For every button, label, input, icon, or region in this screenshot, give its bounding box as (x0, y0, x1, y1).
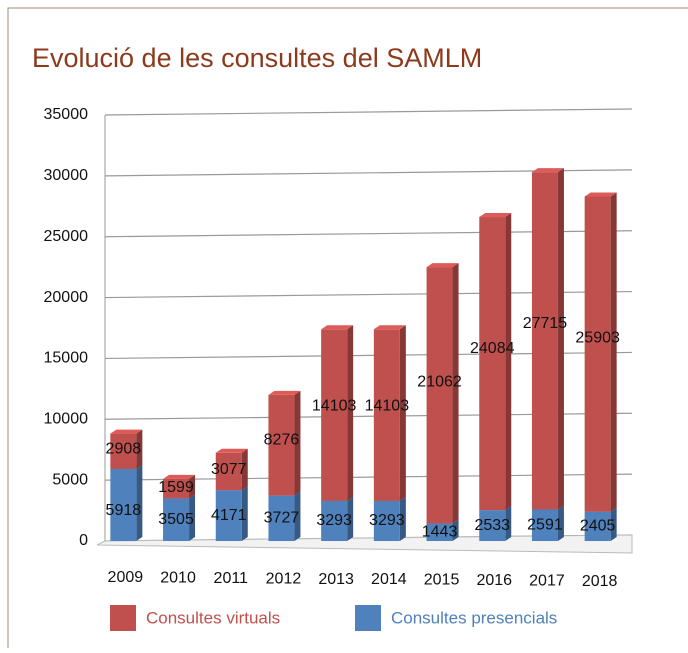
data-label: 14103 (365, 398, 410, 415)
x-tick-label: 2013 (318, 571, 354, 588)
data-label: 1599 (158, 479, 194, 496)
bar-segment (479, 510, 506, 541)
bar-side (610, 507, 617, 541)
bar-side (189, 494, 196, 541)
bar-top (426, 263, 459, 268)
bar-side (294, 390, 301, 496)
data-label: 1443 (422, 523, 458, 540)
bar-segment (163, 498, 190, 541)
bar-top (373, 325, 406, 330)
bar-segment (584, 196, 611, 512)
chart-title: Evolució de les consultes del SAMLM (32, 43, 482, 73)
bar-segment (584, 511, 611, 541)
data-label: 3727 (264, 510, 300, 527)
data-label: 14103 (312, 398, 357, 415)
bar-side (294, 491, 301, 541)
bar-segment (215, 452, 242, 491)
bar-side (399, 325, 406, 501)
y-tick-label: 35000 (44, 106, 89, 123)
bar-segment (110, 468, 137, 541)
bar-side (136, 429, 143, 469)
bar-segment (373, 329, 400, 501)
x-tick-label: 2009 (108, 569, 144, 586)
data-label: 3077 (211, 461, 247, 478)
frame (7, 7, 688, 653)
grid-line (104, 108, 633, 116)
bar-top (110, 429, 143, 434)
bar-segment (110, 433, 137, 469)
bar-segment (531, 172, 558, 510)
data-label: 4171 (211, 507, 247, 524)
bar-side (399, 496, 406, 541)
legend-label: Consultes presencials (391, 608, 557, 627)
bar-side (452, 519, 459, 541)
data-label: 24084 (470, 340, 515, 357)
bar-side (557, 505, 564, 541)
bar-side (557, 168, 564, 510)
bar-segment (215, 490, 242, 541)
data-label: 2405 (580, 518, 616, 535)
data-label: 2533 (474, 517, 510, 534)
bar-side (452, 263, 459, 524)
bar-segment (479, 217, 506, 511)
bar-segment (426, 267, 453, 524)
y-tick-label: 20000 (44, 289, 89, 306)
legend-swatch (110, 605, 136, 631)
x-tick-label: 2010 (160, 570, 196, 587)
x-tick-label: 2016 (476, 572, 512, 589)
bar-top (163, 474, 196, 479)
data-label: 3293 (369, 512, 405, 529)
bar-segment (321, 329, 348, 501)
y-tick-label: 0 (79, 532, 88, 549)
data-label: 27715 (523, 315, 568, 332)
bar-side (241, 448, 248, 491)
bar-top (531, 168, 564, 173)
bar-side (241, 486, 248, 541)
data-label: 2591 (527, 516, 563, 533)
data-label: 21062 (417, 374, 462, 391)
data-label: 3293 (316, 512, 352, 529)
bar-top (268, 390, 301, 395)
data-label: 2908 (106, 441, 142, 458)
bar-segment (321, 500, 348, 541)
data-label: 3505 (158, 511, 194, 528)
bar-top (479, 213, 512, 218)
bar-segment (373, 500, 400, 541)
data-label: 8276 (264, 431, 300, 448)
bar-top (215, 448, 248, 453)
bar-top (321, 325, 354, 330)
bar-top (584, 192, 617, 197)
bar-side (610, 192, 617, 512)
legend-label: Consultes virtuals (146, 608, 280, 627)
bar-segment (163, 478, 190, 499)
bar-side (347, 496, 354, 541)
y-tick-label: 30000 (44, 167, 89, 184)
bar-segment (268, 495, 295, 541)
x-tick-label: 2011 (214, 570, 249, 587)
y-tick-label: 5000 (52, 471, 88, 488)
bar-segment (531, 509, 558, 541)
x-tick-label: 2017 (529, 572, 565, 589)
legend-swatch (355, 605, 381, 631)
bar-side (505, 506, 512, 541)
bar-side (189, 474, 196, 499)
data-label: 5918 (106, 502, 142, 519)
bar-side (347, 325, 354, 501)
x-tick-label: 2012 (266, 570, 302, 587)
x-tick-label: 2018 (582, 573, 618, 590)
x-tick-label: 2015 (424, 572, 460, 589)
bar-side (136, 464, 143, 541)
y-tick-label: 10000 (44, 411, 89, 428)
bar-segment (268, 394, 295, 496)
data-label: 25903 (575, 330, 620, 347)
y-tick-label: 25000 (44, 228, 89, 245)
x-tick-label: 2014 (371, 571, 407, 588)
bar-segment (426, 523, 453, 541)
bar-side (505, 213, 512, 511)
y-tick-label: 15000 (44, 350, 89, 367)
